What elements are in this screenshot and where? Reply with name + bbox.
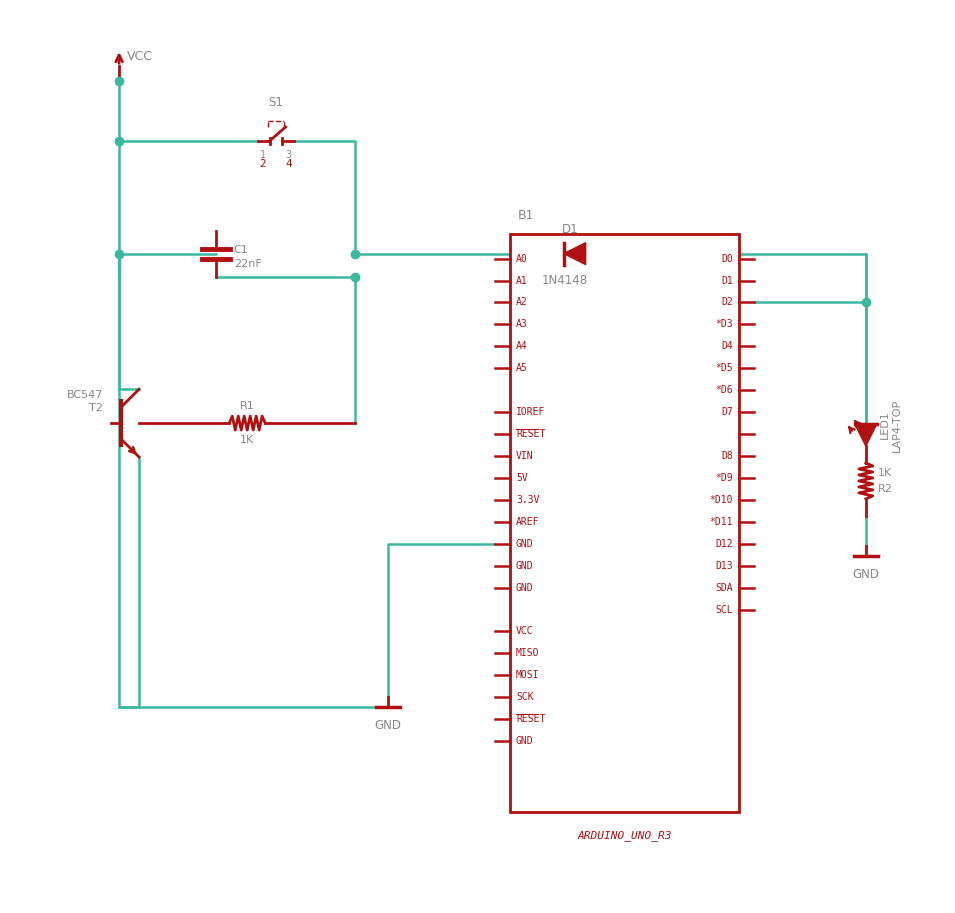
- Text: LED1: LED1: [880, 411, 890, 439]
- Text: *D9: *D9: [715, 473, 733, 483]
- Text: D0: D0: [721, 254, 733, 264]
- Text: GND: GND: [516, 561, 534, 571]
- Polygon shape: [563, 243, 585, 265]
- Text: A2: A2: [516, 298, 527, 308]
- Text: A5: A5: [516, 363, 527, 373]
- Text: MISO: MISO: [516, 648, 540, 658]
- Text: SCK: SCK: [516, 692, 534, 702]
- Text: A3: A3: [516, 320, 527, 330]
- Text: T2: T2: [89, 404, 103, 414]
- Text: 3: 3: [286, 150, 291, 160]
- Text: D7: D7: [721, 407, 733, 417]
- Text: VIN: VIN: [516, 451, 534, 461]
- Text: GND: GND: [374, 719, 402, 732]
- Text: RESET: RESET: [516, 714, 545, 724]
- Text: 1N4148: 1N4148: [541, 274, 587, 287]
- Text: RESET: RESET: [516, 429, 545, 439]
- Text: B1: B1: [518, 209, 535, 222]
- Text: 5V: 5V: [516, 473, 527, 483]
- Text: GND: GND: [516, 539, 534, 549]
- Text: D4: D4: [721, 341, 733, 352]
- Text: SCL: SCL: [715, 604, 733, 614]
- Text: BC547: BC547: [67, 390, 103, 400]
- Text: AREF: AREF: [516, 517, 540, 527]
- Text: 1: 1: [260, 150, 265, 160]
- Text: A0: A0: [516, 254, 527, 264]
- Text: D12: D12: [715, 539, 733, 549]
- Text: SDA: SDA: [715, 582, 733, 593]
- Text: A4: A4: [516, 341, 527, 352]
- Text: *D5: *D5: [715, 363, 733, 373]
- Bar: [510, 234, 739, 812]
- Text: *D6: *D6: [715, 385, 733, 395]
- Text: 4: 4: [286, 159, 292, 169]
- Text: GND: GND: [516, 582, 534, 593]
- Text: 3.3V: 3.3V: [516, 495, 540, 505]
- Text: ARDUINO_UNO_R3: ARDUINO_UNO_R3: [578, 830, 671, 841]
- Text: D1: D1: [721, 276, 733, 286]
- Text: *D3: *D3: [715, 320, 733, 330]
- Polygon shape: [855, 425, 877, 446]
- Text: 2: 2: [260, 159, 266, 169]
- Text: VCC: VCC: [516, 626, 534, 636]
- Text: GND: GND: [516, 736, 534, 746]
- Text: 1K: 1K: [878, 468, 892, 477]
- Text: 1K: 1K: [240, 436, 254, 445]
- Text: C1: C1: [234, 245, 248, 255]
- Text: D2: D2: [721, 298, 733, 308]
- Text: GND: GND: [852, 568, 880, 581]
- Text: IOREF: IOREF: [516, 407, 545, 417]
- Text: D1: D1: [562, 223, 578, 236]
- Text: S1: S1: [268, 96, 283, 109]
- Text: VCC: VCC: [127, 49, 153, 63]
- Text: 22nF: 22nF: [234, 258, 262, 268]
- Text: D8: D8: [721, 451, 733, 461]
- Text: *D10: *D10: [710, 495, 733, 505]
- Text: D13: D13: [715, 561, 733, 571]
- Text: R1: R1: [240, 401, 255, 411]
- Text: A1: A1: [516, 276, 527, 286]
- Text: R2: R2: [878, 484, 893, 494]
- Text: MOSI: MOSI: [516, 670, 540, 680]
- Text: *D11: *D11: [710, 517, 733, 527]
- Text: LAP4-TOP: LAP4-TOP: [892, 398, 902, 452]
